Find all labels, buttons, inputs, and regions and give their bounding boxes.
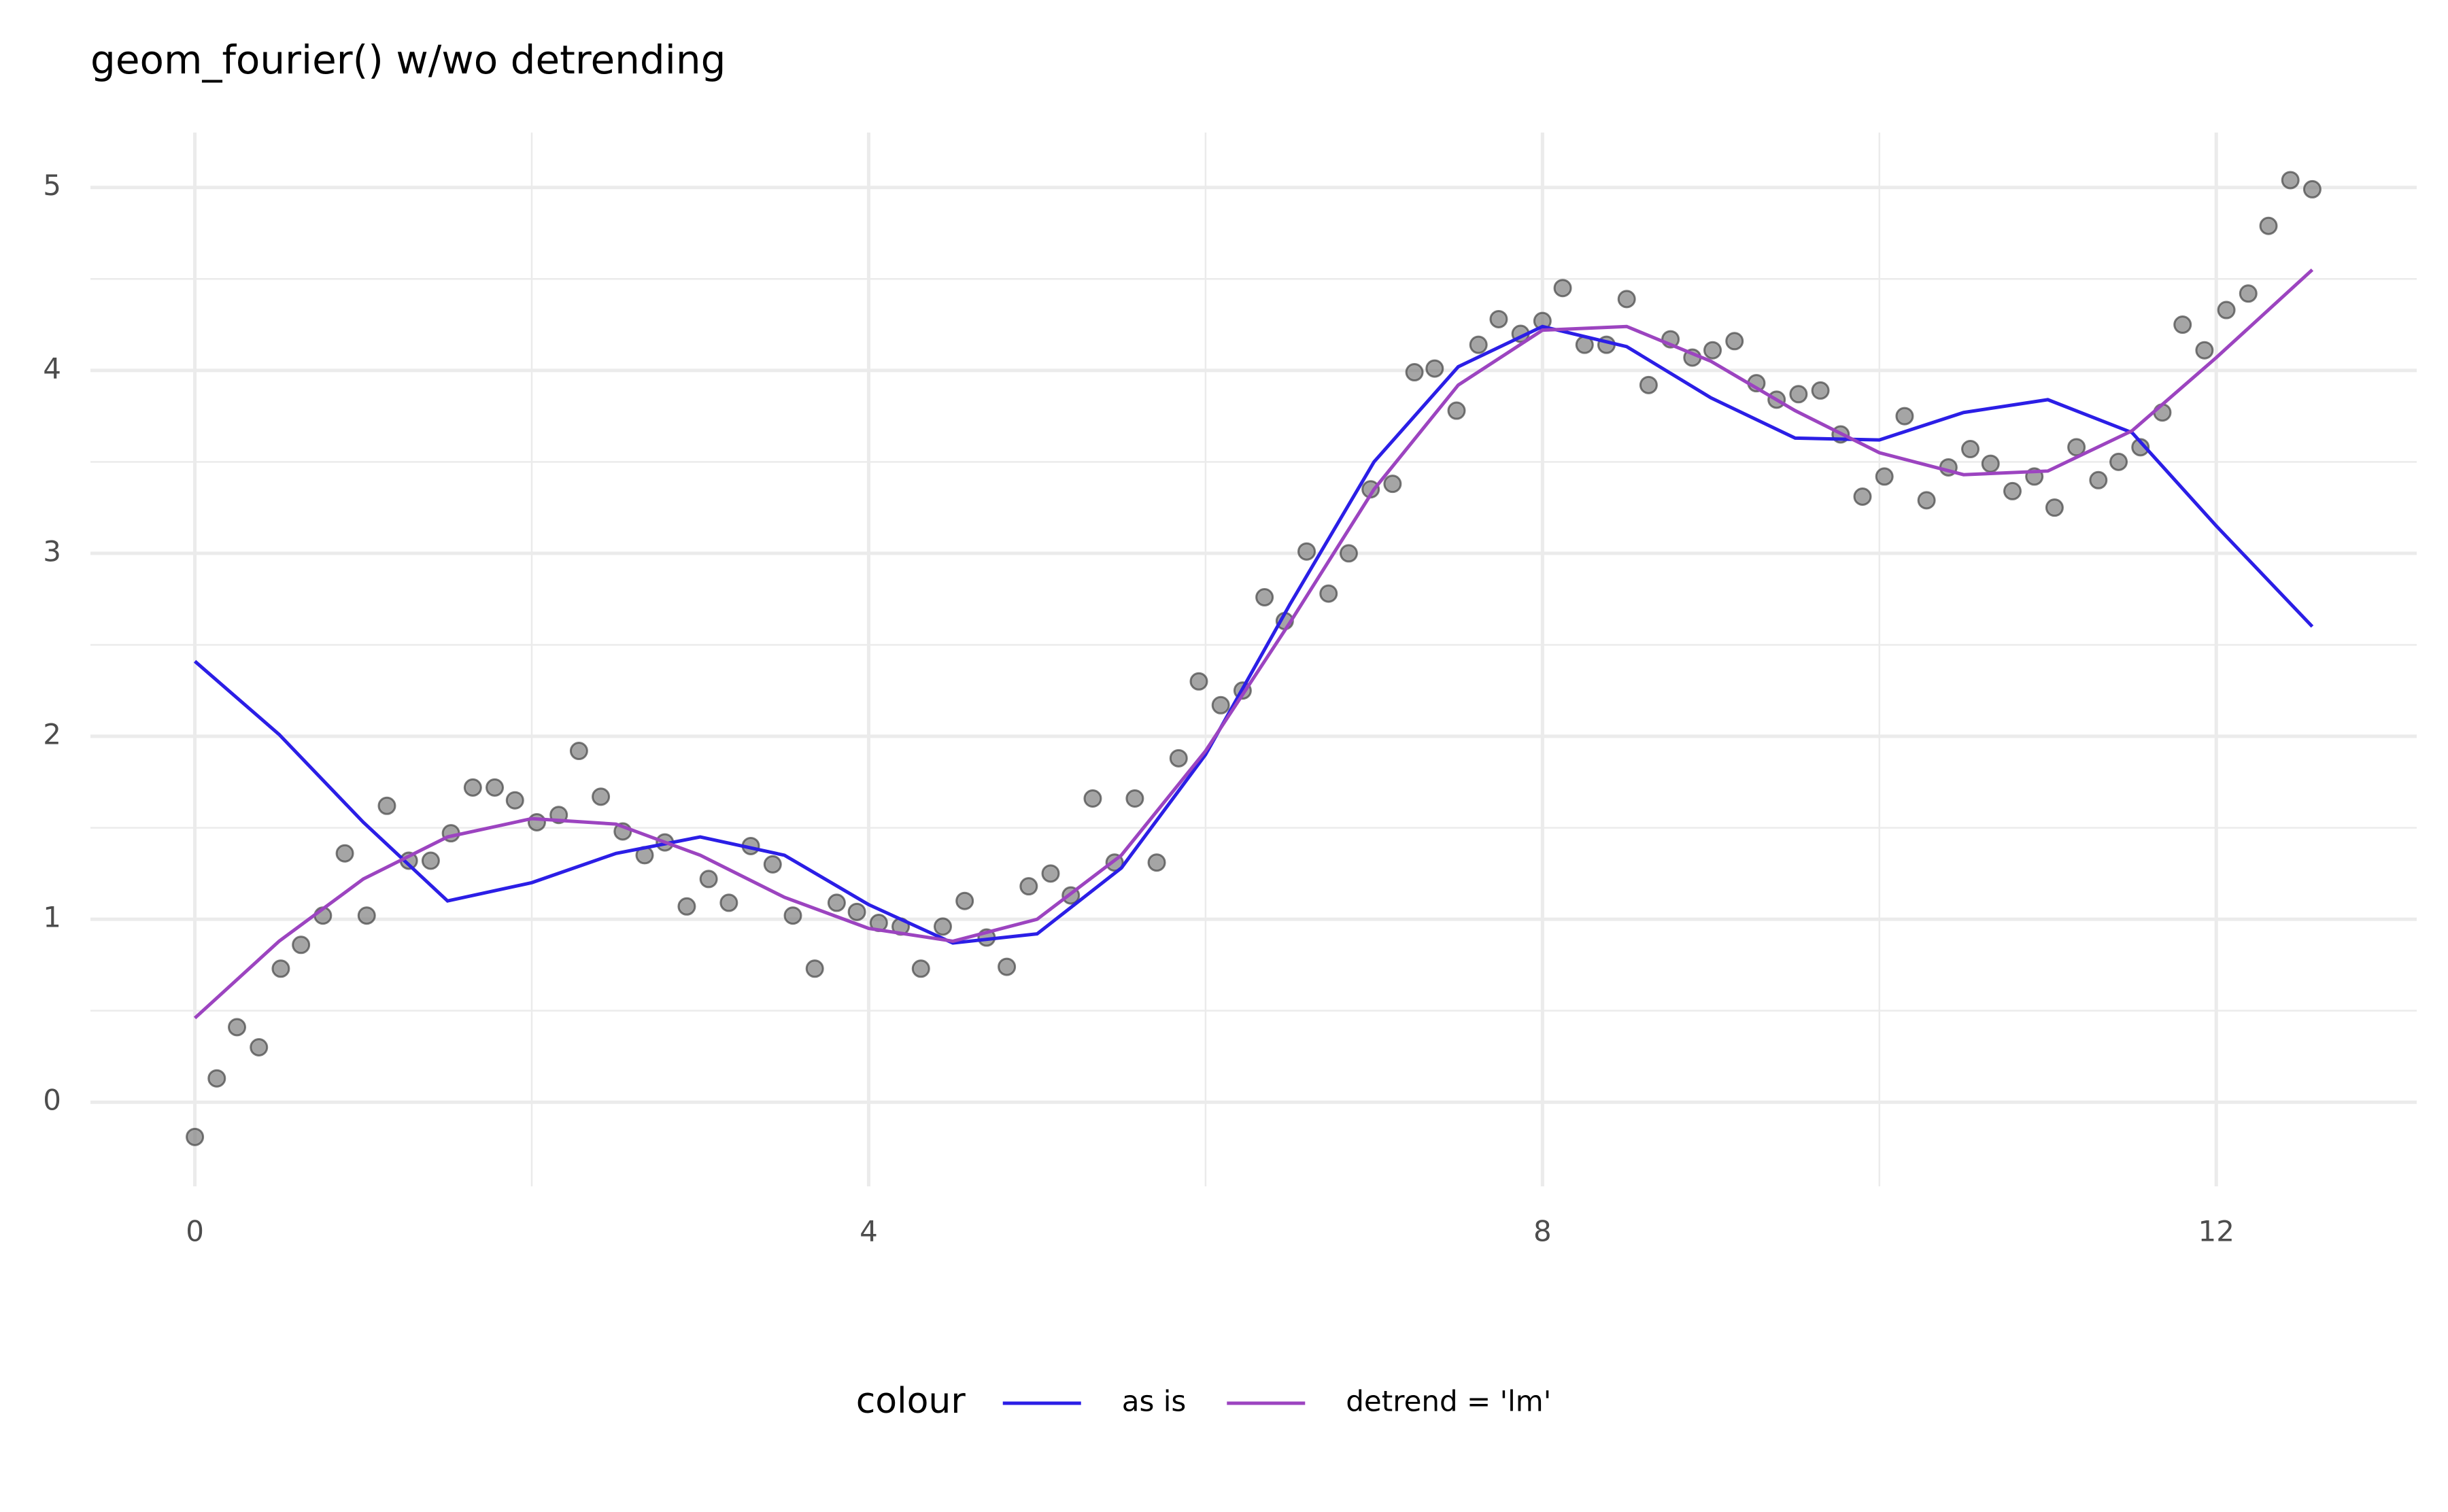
point: [1255, 588, 1274, 607]
point: [1319, 584, 1338, 603]
point: [1339, 544, 1358, 563]
y-tick-label: 3: [43, 534, 61, 568]
point: [1489, 309, 1508, 328]
point: [2217, 300, 2236, 320]
point: [2003, 481, 2022, 500]
point: [911, 959, 930, 978]
point: [805, 959, 824, 978]
point: [763, 855, 782, 874]
chart-title: geom_fourier() w/wo detrending: [90, 37, 726, 83]
x-tick-label: 12: [2198, 1215, 2234, 1248]
point: [2173, 315, 2192, 334]
point: [2131, 438, 2150, 457]
point: [2239, 284, 2258, 303]
point: [1981, 454, 2000, 473]
point: [2089, 470, 2108, 489]
point: [569, 742, 588, 761]
point: [1383, 475, 1402, 494]
point: [1469, 335, 1488, 354]
point: [1789, 385, 1808, 404]
point: [827, 893, 846, 912]
point: [1189, 672, 1208, 691]
point: [292, 935, 311, 955]
point: [2302, 179, 2322, 199]
point: [1147, 853, 1166, 872]
point: [1875, 467, 1894, 486]
point: [2195, 341, 2214, 360]
point: [1297, 542, 1316, 561]
point: [250, 1037, 269, 1056]
point: [335, 844, 354, 863]
point: [1895, 407, 1914, 426]
legend-label: detrend = 'lm': [1346, 1385, 1551, 1418]
point: [1811, 381, 1830, 400]
point: [377, 796, 396, 815]
x-tick-label: 0: [186, 1215, 204, 1248]
legend-label: as is: [1122, 1385, 1187, 1418]
point: [1425, 359, 1444, 378]
point: [933, 917, 952, 936]
point: [186, 1127, 205, 1146]
point: [719, 893, 738, 912]
line: [193, 268, 2314, 1020]
point: [1019, 877, 1038, 896]
point: [1083, 789, 1102, 808]
point: [2259, 216, 2278, 235]
point: [1639, 375, 1658, 394]
point: [1125, 789, 1144, 808]
point: [998, 957, 1017, 976]
x-tick-label: 8: [1533, 1215, 1552, 1248]
point: [955, 891, 974, 910]
point: [1853, 487, 1872, 506]
point: [463, 778, 482, 797]
y-tick-label: 1: [43, 901, 61, 934]
point: [783, 906, 802, 925]
point: [1725, 332, 1744, 351]
point: [357, 906, 376, 925]
point: [677, 897, 696, 916]
point: [2045, 498, 2064, 517]
point: [1617, 290, 1636, 309]
y-tick-label: 2: [43, 718, 61, 751]
point: [486, 778, 505, 797]
y-tick-label: 5: [43, 169, 61, 202]
point: [699, 870, 718, 889]
point: [2067, 438, 2086, 457]
point: [847, 902, 866, 921]
point: [1917, 491, 1936, 510]
point: [1447, 401, 1466, 420]
point: [2109, 452, 2128, 471]
x-tick-label: 4: [860, 1215, 878, 1248]
point: [1211, 695, 1230, 715]
y-tick-label: 0: [43, 1084, 61, 1117]
point: [1553, 279, 1572, 298]
point: [505, 791, 524, 810]
point: [1041, 864, 1060, 883]
point: [421, 851, 440, 870]
line: [193, 324, 2314, 945]
point: [228, 1018, 247, 1037]
point: [1405, 363, 1424, 382]
grid: [90, 133, 2417, 1186]
point: [207, 1069, 226, 1088]
point: [527, 812, 546, 831]
point: [1961, 440, 1980, 459]
point: [2153, 403, 2172, 422]
point: [1169, 749, 1188, 768]
point: [592, 787, 611, 806]
point: [1703, 341, 1722, 360]
legend-title: colour: [856, 1381, 966, 1422]
y-tick-label: 4: [43, 351, 61, 385]
point: [2281, 171, 2300, 190]
point: [271, 959, 290, 978]
